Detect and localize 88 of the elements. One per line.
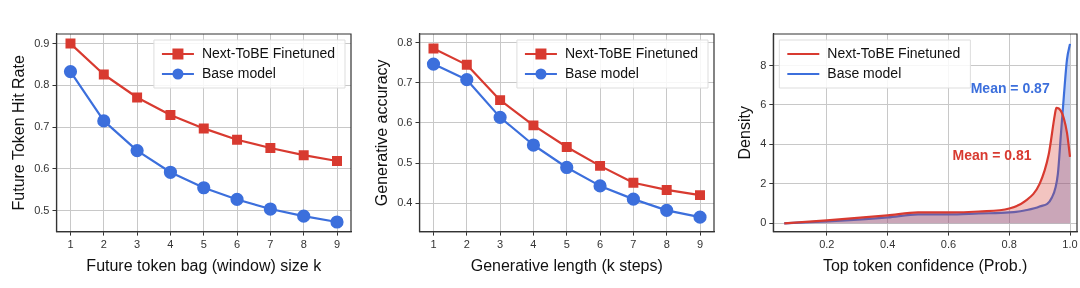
point [97,114,111,128]
x-tick-label: 6 [597,238,604,251]
x-axis-title: Future token bag (window) size k [86,256,323,274]
x-axis-title: Generative length (k steps) [470,256,663,274]
y-tick-label: 0 [760,216,767,229]
point [426,57,441,71]
y-tick-label: 0.8 [34,78,50,91]
y-tick-label: 2 [760,176,767,189]
x-tick-label: 0.4 [879,238,896,251]
y-axis-title: Density [736,106,754,160]
point [230,192,244,207]
point [493,110,507,124]
y-axis-title: Generative accuracy [373,59,391,207]
y-tick-label: 0.5 [397,156,413,169]
point [132,92,143,103]
x-tick-label: 5 [563,238,570,251]
y-tick-label: 0.9 [34,36,50,49]
x-tick-label: 1.0 [1062,238,1078,251]
x-tick-label: 4 [167,238,174,251]
y-tick-label: 0.6 [34,161,50,174]
point [695,190,705,201]
y-tick-label: 6 [760,98,767,111]
x-tick-label: 9 [696,238,704,251]
point [660,203,674,217]
y-tick-label: 0.7 [34,120,50,133]
x-tick-label: 0.8 [1001,238,1017,251]
point [495,95,506,106]
point [332,156,342,166]
x-tick-label: 0.2 [819,238,835,251]
legend-label: Next-ToBE Finetuned [827,44,961,61]
x-tick-label: 0.6 [940,238,957,251]
point [628,177,639,188]
point [560,160,574,175]
x-tick-label: 8 [300,238,307,251]
point [197,181,211,195]
legend-label: Base model [827,64,902,81]
point [297,209,311,223]
y-tick-label: 0.8 [397,35,413,48]
point [265,143,276,154]
legend-label: Next-ToBE Finetuned [201,44,336,61]
point [163,165,178,179]
point [528,120,539,131]
y-tick-label: 0.6 [397,116,413,129]
point [232,134,243,145]
point [593,179,607,193]
point [661,184,672,195]
point [428,43,439,54]
point [63,65,78,79]
y-tick-label: 0.4 [397,196,413,209]
x-tick-label: 5 [200,238,207,251]
x-tick-label: 8 [663,238,670,251]
x-tick-label: 2 [100,238,107,251]
point [460,73,474,87]
y-axis-title: Future Token Hit Rate [10,55,28,211]
point [298,150,309,161]
point [98,69,109,80]
x-tick-label: 7 [267,238,274,251]
x-tick-label: 9 [333,238,341,251]
x-tick-label: 1 [430,238,437,251]
point [130,143,144,158]
y-tick-label: 0.5 [34,203,50,216]
point [626,192,640,206]
point [561,142,572,153]
x-tick-label: 7 [630,238,637,251]
point [198,123,209,134]
point [165,110,176,121]
x-tick-label: 4 [530,238,537,251]
legend-label: Base model [564,64,639,81]
x-tick-label: 6 [234,238,241,251]
point [461,59,472,70]
point [263,202,277,216]
point [693,210,707,224]
y-tick-label: 4 [760,137,767,150]
x-axis-title: Top token confidence (Prob.) [822,256,1028,274]
legend-label: Base model [201,64,276,81]
x-tick-label: 3 [497,238,504,251]
annotation: Mean = 0.87 [970,80,1050,97]
point [330,215,344,229]
point [526,138,541,152]
x-tick-label: 3 [134,238,141,251]
point [65,38,76,49]
annotation: Mean = 0.81 [952,147,1032,164]
legend-label: Next-ToBE Finetuned [564,44,699,61]
point [595,160,606,171]
x-tick-label: 2 [463,238,470,251]
x-tick-label: 1 [67,238,74,251]
y-tick-label: 0.7 [397,75,413,88]
y-tick-label: 8 [760,58,767,71]
